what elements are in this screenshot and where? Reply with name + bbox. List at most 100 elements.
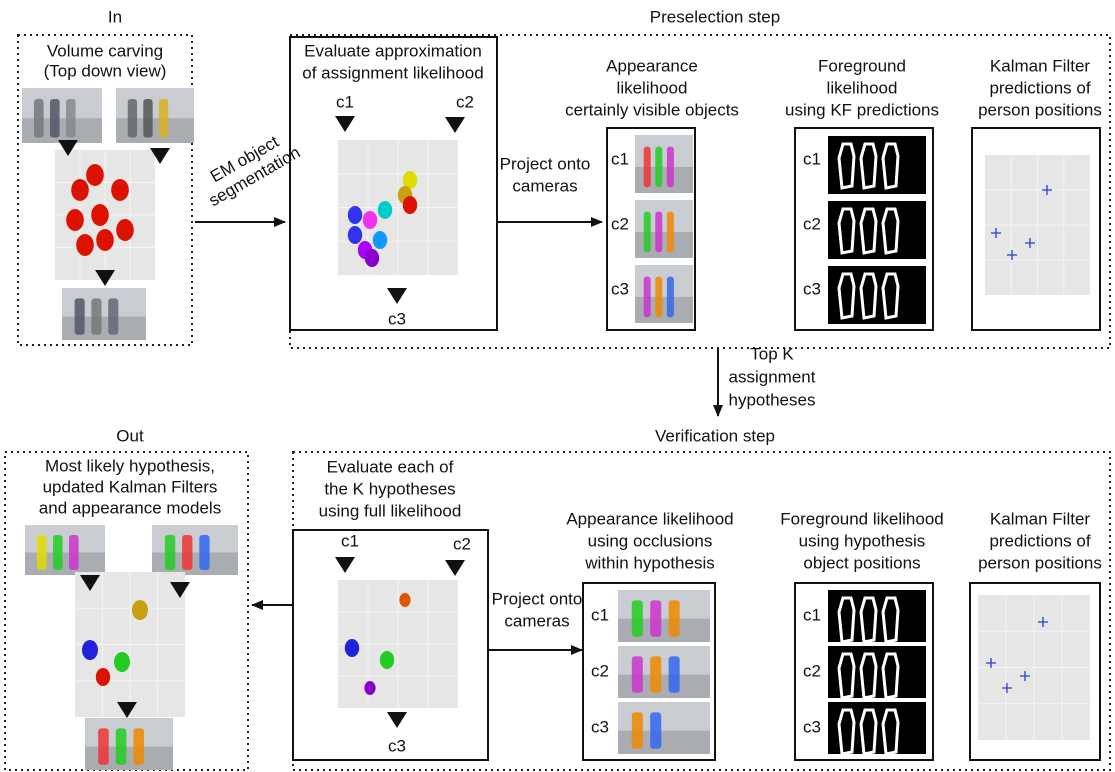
transition-label: Project onto <box>492 589 583 608</box>
person <box>667 212 674 253</box>
object-blob <box>378 201 392 219</box>
camera-marker <box>387 288 407 304</box>
person <box>650 600 661 636</box>
object-blob <box>132 600 148 620</box>
camera-marker <box>335 557 355 573</box>
person <box>182 535 192 570</box>
object-blob <box>76 234 94 256</box>
camera-label: c3 <box>591 717 609 736</box>
person <box>50 99 60 138</box>
object-blob <box>363 211 377 229</box>
caption: Kalman Filter <box>990 509 1090 528</box>
caption: likelihood <box>827 78 898 97</box>
person <box>133 728 144 764</box>
person <box>644 277 651 318</box>
object-blob <box>91 204 109 226</box>
camera-label: c3 <box>388 309 406 328</box>
person <box>650 656 661 692</box>
object-blob <box>345 639 359 657</box>
camera-marker <box>445 117 465 133</box>
camera-marker <box>445 560 465 576</box>
section-title: Out <box>116 426 144 445</box>
person <box>644 147 651 188</box>
person <box>128 99 137 138</box>
caption: likelihood <box>617 78 688 97</box>
object-blob <box>348 226 362 244</box>
transition-label: hypotheses <box>729 390 816 409</box>
person <box>34 99 44 138</box>
caption: Volume carving <box>47 41 163 60</box>
camera-label: c1 <box>611 149 629 168</box>
camera-label: c2 <box>803 214 821 233</box>
object-blob <box>86 164 104 186</box>
camera-label: c3 <box>803 717 821 736</box>
object-blob <box>71 179 89 201</box>
person <box>75 298 85 334</box>
person <box>143 99 152 138</box>
object-blob <box>116 219 134 241</box>
caption: using hypothesis <box>799 531 926 550</box>
person <box>632 600 643 636</box>
person <box>655 277 662 318</box>
person <box>165 535 175 570</box>
camera-label: c1 <box>341 531 359 550</box>
transition-label: Project onto <box>500 154 591 173</box>
caption: person positions <box>978 100 1102 119</box>
caption: Foreground likelihood <box>780 509 944 528</box>
caption: Evaluate approximation <box>304 41 482 60</box>
object-blob <box>380 651 394 669</box>
caption: (Top down view) <box>44 61 167 80</box>
person <box>159 99 168 138</box>
object-blob <box>111 179 129 201</box>
person <box>655 212 662 253</box>
section-title: Preselection step <box>650 7 780 26</box>
person <box>655 147 662 188</box>
section-title: In <box>108 7 122 26</box>
person <box>644 212 651 253</box>
person <box>199 535 209 570</box>
person <box>108 298 118 334</box>
person <box>632 712 643 748</box>
person <box>667 147 674 188</box>
transition-label: cameras <box>512 176 577 195</box>
person <box>98 728 109 764</box>
camera-label: c3 <box>803 279 821 298</box>
caption: using occlusions <box>588 531 713 550</box>
person <box>66 99 76 138</box>
person <box>632 656 643 692</box>
caption: person positions <box>978 553 1102 572</box>
object-blob <box>66 209 84 231</box>
object-blob <box>403 196 417 214</box>
object-blob <box>364 681 375 695</box>
caption: certainly visible objects <box>565 100 739 119</box>
caption: the K hypotheses <box>324 479 455 498</box>
caption: updated Kalman Filters <box>43 477 218 496</box>
caption: predictions of <box>989 531 1090 550</box>
caption: Most likely hypothesis, <box>45 456 215 475</box>
camera-label: c2 <box>591 661 609 680</box>
person <box>91 298 101 334</box>
person <box>667 277 674 318</box>
camera-marker <box>387 712 407 728</box>
caption: Kalman Filter <box>990 56 1090 75</box>
caption: using full likelihood <box>319 501 462 520</box>
person <box>69 535 79 570</box>
person <box>669 600 680 636</box>
object-blob <box>82 640 98 660</box>
object-blob <box>399 593 410 607</box>
caption: predictions of <box>989 78 1090 97</box>
camera-label: c2 <box>453 534 471 553</box>
person <box>37 535 47 570</box>
transition-label: Top K <box>750 344 794 363</box>
caption: object positions <box>803 553 920 572</box>
object-blob <box>365 249 379 267</box>
caption: within hypothesis <box>584 553 714 572</box>
caption: Appearance <box>606 56 698 75</box>
object-blob <box>96 668 110 686</box>
object-blob <box>114 652 130 672</box>
camera-label: c2 <box>803 661 821 680</box>
camera-label: c1 <box>336 92 354 111</box>
section-title: Verification step <box>655 426 775 445</box>
caption: Foreground <box>818 56 906 75</box>
caption: and appearance models <box>39 498 221 517</box>
